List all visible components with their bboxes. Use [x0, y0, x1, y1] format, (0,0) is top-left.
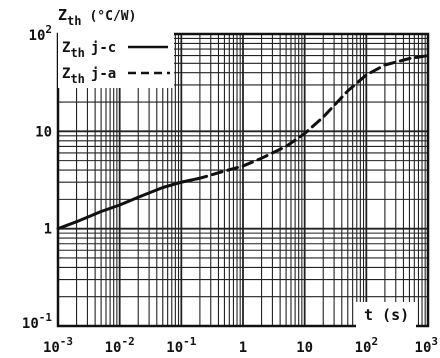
- x-tick-label: 10-2: [105, 335, 135, 356]
- legend-label-j-a: Zth j-a: [62, 66, 116, 86]
- y-tick-label: 10-1: [22, 311, 52, 332]
- x-tick-label: 102: [355, 335, 378, 356]
- y-axis-title-main: Z: [58, 6, 67, 24]
- x-axis-title-background: [356, 302, 416, 328]
- legend: Zth j-c Zth j-a: [58, 32, 174, 88]
- x-tick-label: 10-3: [43, 335, 73, 356]
- y-axis-title: Zth (°C/W): [58, 6, 136, 28]
- legend-label-j-c: Zth j-c: [62, 40, 116, 60]
- legend-background: [58, 32, 174, 88]
- x-tick-label: 10: [296, 340, 313, 356]
- x-axis-title: t (s): [364, 306, 409, 324]
- y-axis-title-sub: th: [67, 14, 81, 28]
- y-tick-label: 10: [35, 124, 52, 140]
- series-line-j-a: [179, 54, 430, 184]
- series-line-j-c: [56, 176, 202, 231]
- x-tick-label: 10-1: [166, 335, 196, 356]
- y-tick-label: 1: [44, 222, 52, 238]
- y-tick-label: 102: [29, 23, 52, 44]
- x-tick-label: 1: [239, 340, 247, 356]
- series-group: [56, 54, 430, 231]
- plot-frame: [56, 32, 430, 328]
- x-tick-label: 103: [415, 335, 438, 356]
- y-axis-title-unit: (°C/W): [89, 9, 136, 24]
